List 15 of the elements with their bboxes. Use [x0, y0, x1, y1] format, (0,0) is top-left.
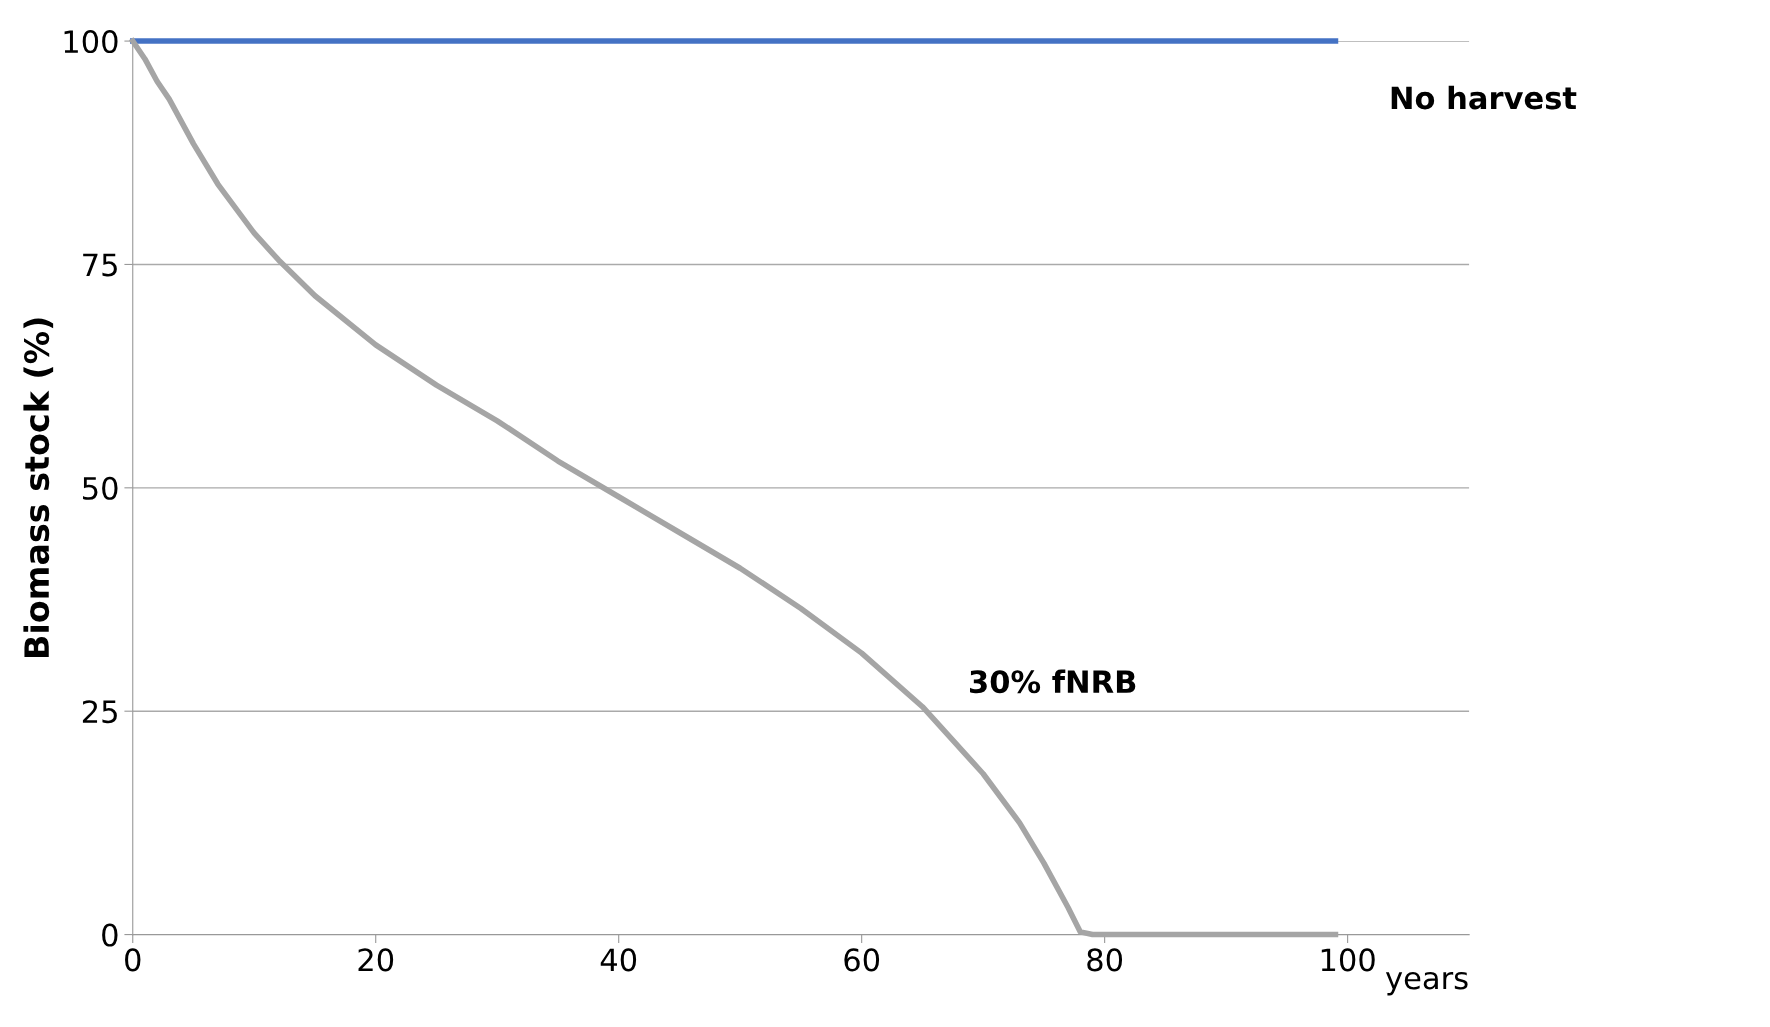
y-tick-label: 75 [83, 253, 117, 277]
y-tick-label: 100 [64, 30, 118, 54]
x-axis-title: years [1385, 971, 1468, 996]
x-tick-label: 0 [125, 948, 141, 972]
x-tick-label: 20 [358, 948, 394, 972]
y-axis-title: Biomass stock (%) [23, 318, 54, 657]
x-tick-label: 60 [844, 948, 880, 972]
y-tick-label: 0 [102, 923, 118, 947]
x-tick-label: 80 [1087, 948, 1123, 972]
y-tick-label: 50 [83, 476, 118, 500]
x-tick-label: 40 [600, 948, 637, 972]
series-label: 30% fNRB [970, 669, 1136, 694]
text: No harvest [1391, 85, 1577, 110]
y-tick-label: 25 [82, 700, 117, 724]
x-tick-label: 100 [1321, 948, 1375, 972]
